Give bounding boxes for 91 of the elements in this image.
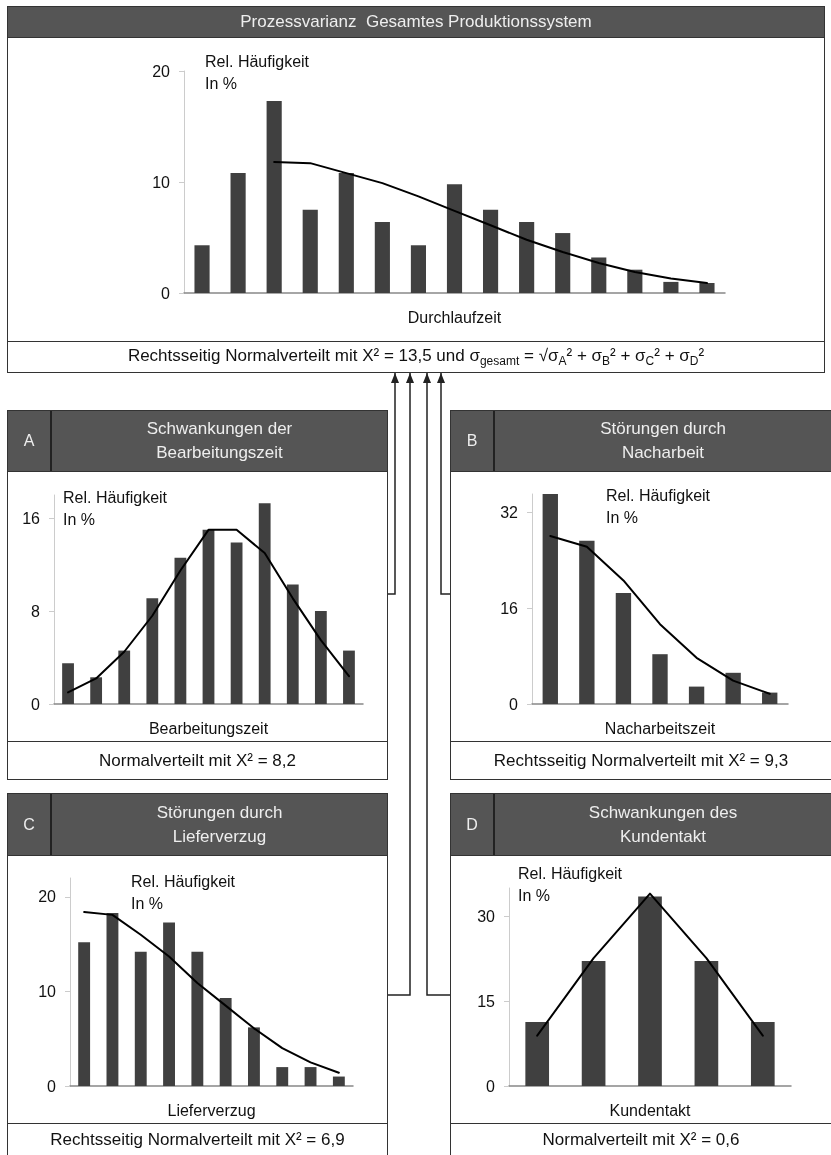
y-tick-label: 16 bbox=[500, 599, 519, 617]
bar bbox=[202, 529, 215, 704]
bar bbox=[258, 503, 271, 704]
bar bbox=[134, 951, 147, 1086]
bar bbox=[248, 1027, 260, 1086]
bar bbox=[230, 542, 243, 704]
bar bbox=[266, 100, 282, 293]
y-axis-title: Rel. Häufigkeit In % bbox=[63, 488, 168, 528]
bar bbox=[652, 654, 668, 704]
line-series bbox=[67, 528, 350, 694]
bar bbox=[338, 173, 354, 293]
bar bbox=[343, 650, 355, 704]
y-tick-label: 0 bbox=[486, 1077, 496, 1095]
bar bbox=[146, 598, 159, 704]
bar bbox=[579, 540, 595, 704]
y-tick-label: 8 bbox=[31, 602, 41, 620]
bar bbox=[525, 1022, 550, 1086]
line-series bbox=[549, 535, 771, 695]
chart-subtitle: B bbox=[451, 411, 495, 471]
bar bbox=[725, 672, 741, 704]
bar bbox=[542, 494, 558, 704]
x-axis-title: Durchlaufzeit bbox=[407, 308, 502, 326]
bar bbox=[750, 1022, 775, 1086]
bar bbox=[230, 173, 246, 293]
bar bbox=[304, 1067, 317, 1086]
text: Normalverteilt mit X² = 0,6 bbox=[542, 1129, 740, 1149]
text: Rechtsseitig Normalverteilt mit X² = 13,5 und σ$_{gesamt}$ = √σ$_{A}$² + σ$_{B}$² + σ$_{C}$² + σ$_{D}$² bbox=[127, 345, 705, 369]
bar bbox=[482, 209, 499, 293]
chart-title: Störungen durch Nacharbeit bbox=[599, 418, 727, 464]
bar bbox=[286, 584, 299, 704]
text: Normalverteilt mit X² = 8,2 bbox=[99, 750, 296, 770]
bar bbox=[615, 593, 632, 704]
bar bbox=[191, 951, 204, 1086]
y-axis-title: Rel. Häufigkeit In % bbox=[205, 52, 310, 92]
y-tick-label: 30 bbox=[477, 907, 496, 925]
chart-subtitle: D bbox=[451, 794, 495, 855]
y-tick-label: 20 bbox=[152, 62, 171, 80]
y-axis-title: Rel. Häufigkeit In % bbox=[131, 872, 236, 912]
bar bbox=[118, 650, 131, 704]
bar bbox=[276, 1067, 289, 1086]
bar bbox=[699, 283, 715, 293]
y-tick-label: 0 bbox=[47, 1077, 57, 1095]
bar bbox=[374, 221, 390, 293]
bar bbox=[332, 1076, 345, 1086]
bar bbox=[163, 922, 175, 1086]
chart-title: Prozessvarianz Gesamtes Produktionssystem bbox=[8, 7, 824, 37]
chart-title: Schwankungen der Bearbeitungszeit bbox=[145, 418, 294, 464]
x-axis-title: Lieferverzug bbox=[167, 1101, 256, 1119]
bar bbox=[174, 557, 187, 704]
text: Rechtsseitig Normalverteilt mit X² = 6,9 bbox=[50, 1129, 345, 1149]
y-tick-label: 0 bbox=[509, 695, 519, 713]
bar bbox=[638, 896, 662, 1086]
chart-title: Schwankungen des Kundentakt bbox=[587, 801, 739, 848]
y-tick-label: 15 bbox=[477, 992, 496, 1010]
y-tick-label: 10 bbox=[38, 982, 57, 1000]
y-tick-label: 0 bbox=[31, 695, 41, 713]
bar bbox=[694, 960, 719, 1086]
bar bbox=[194, 245, 210, 293]
chart-subtitle: A bbox=[8, 411, 52, 471]
y-axis-title: Rel. Häufigkeit In % bbox=[606, 486, 711, 526]
x-axis-title: Kundentakt bbox=[609, 1101, 692, 1119]
bar bbox=[555, 233, 571, 293]
y-axis-title: Rel. Häufigkeit In % bbox=[518, 864, 623, 904]
bar bbox=[581, 960, 606, 1086]
bar bbox=[302, 209, 318, 293]
bar bbox=[410, 245, 427, 293]
bar bbox=[627, 269, 643, 293]
line-series bbox=[273, 161, 708, 285]
bar bbox=[78, 942, 91, 1086]
y-tick-label: 20 bbox=[38, 888, 57, 906]
bar bbox=[62, 663, 74, 704]
chart-title: Störungen durch Lieferverzug bbox=[155, 801, 284, 848]
bar bbox=[688, 686, 705, 704]
y-tick-label: 32 bbox=[500, 503, 519, 521]
y-tick-label: 16 bbox=[22, 509, 41, 527]
bar bbox=[106, 912, 119, 1086]
bar bbox=[762, 692, 778, 704]
bar bbox=[314, 611, 327, 704]
y-tick-label: 10 bbox=[152, 173, 171, 191]
bar bbox=[591, 257, 607, 293]
bar bbox=[446, 184, 463, 293]
chart-subtitle: C bbox=[8, 794, 52, 855]
bar bbox=[519, 221, 535, 293]
bar bbox=[90, 677, 103, 704]
text: Rechtsseitig Normalverteilt mit X² = 9,3 bbox=[493, 750, 789, 770]
line-series bbox=[83, 911, 340, 1074]
x-axis-title: Bearbeitungszeit bbox=[148, 719, 269, 737]
x-axis-title: Nacharbeitszeit bbox=[604, 719, 716, 737]
bar bbox=[219, 998, 232, 1086]
y-tick-label: 0 bbox=[161, 284, 171, 302]
bar bbox=[663, 281, 679, 293]
